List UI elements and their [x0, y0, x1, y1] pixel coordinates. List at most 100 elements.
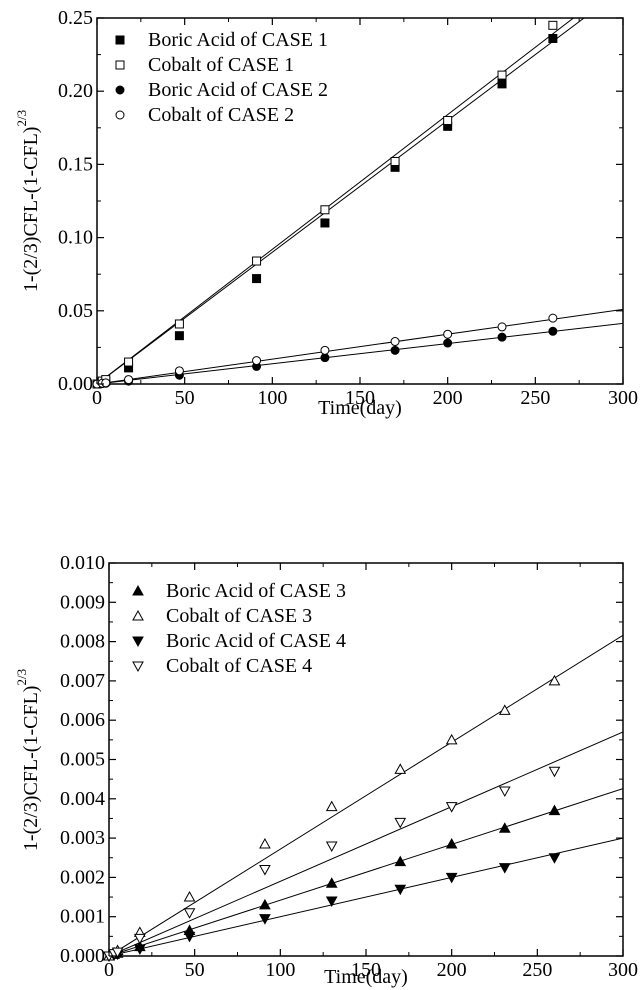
- data-point: [394, 763, 407, 774]
- legend-marker: [132, 636, 144, 648]
- legend-marker: [132, 584, 144, 596]
- chart-1-y-axis-label-main: 1-(2/3)CFL-(1-CFL): [20, 127, 42, 293]
- data-point: [252, 256, 262, 266]
- data-point: [252, 274, 262, 284]
- y-tick-label: 0.010: [60, 552, 105, 574]
- x-tick-label: 250: [522, 959, 552, 981]
- y-tick-label: 0.05: [58, 300, 93, 322]
- data-point: [124, 357, 134, 367]
- data-point: [497, 70, 507, 80]
- data-point: [497, 322, 507, 332]
- y-tick-label: 0.25: [58, 7, 93, 29]
- data-point: [548, 674, 561, 686]
- y-tick-label: 0.003: [60, 827, 105, 849]
- data-point: [133, 944, 146, 955]
- series-markers: [103, 804, 561, 961]
- chart-2-x-axis-label: Time(day): [324, 966, 408, 988]
- fit-line: [109, 788, 623, 956]
- data-point: [443, 329, 453, 339]
- data-point: [548, 853, 561, 864]
- legend-label: Cobalt of CASE 2: [148, 104, 294, 126]
- data-point: [101, 378, 111, 388]
- fit-line: [97, 18, 585, 384]
- fit-line: [109, 731, 623, 956]
- chart-2-y-axis-label-exponent: 2/3: [14, 669, 29, 686]
- data-point: [325, 800, 338, 812]
- fit-line: [97, 322, 623, 384]
- data-point: [498, 786, 511, 797]
- data-point: [548, 20, 558, 30]
- data-point: [497, 79, 507, 89]
- data-point: [443, 338, 453, 348]
- data-point: [133, 933, 146, 945]
- data-point: [497, 332, 507, 342]
- data-point: [498, 704, 511, 715]
- y-tick-label: 0.15: [58, 153, 93, 175]
- data-point: [320, 353, 330, 363]
- legend-label: Cobalt of CASE 4: [166, 655, 312, 677]
- chart-1-ticks: 0 50 100 150 200 250 300 0.00 0.05 0.10 0.15 0.20 0.…: [58, 7, 638, 409]
- chart-2-y-axis-label-main: 1-(2/3)CFL-(1-CFL): [20, 686, 42, 852]
- data-point: [325, 841, 338, 852]
- data-point: [259, 914, 271, 925]
- data-point: [174, 319, 184, 329]
- data-point: [325, 877, 338, 888]
- series-markers: [103, 853, 561, 963]
- data-point: [111, 947, 124, 959]
- data-point: [259, 837, 271, 849]
- data-point: [252, 356, 262, 366]
- data-point: [390, 337, 400, 347]
- y-tick-label: 0.004: [60, 788, 105, 810]
- data-point: [320, 205, 330, 215]
- x-tick-label: 0: [104, 959, 114, 981]
- y-tick-label: 0.007: [60, 670, 105, 692]
- data-point: [445, 733, 458, 745]
- data-point: [183, 908, 196, 919]
- x-tick-label: 200: [433, 387, 463, 409]
- x-tick-label: 250: [520, 387, 550, 409]
- series-markers: [92, 326, 558, 389]
- legend-label: Cobalt of CASE 3: [166, 605, 312, 627]
- chart-2-ticks: 0 50 100 150 200 250 300 0.000 0.001 0.002 0.003 0.…: [60, 552, 638, 981]
- legend-label: Boric Acid of CASE 2: [148, 79, 328, 101]
- fit-line: [97, 18, 575, 384]
- legend-marker: [132, 661, 144, 673]
- y-tick-label: 0.00: [58, 373, 93, 395]
- data-point: [548, 326, 558, 336]
- data-point: [124, 375, 134, 385]
- legend-marker: [115, 60, 125, 70]
- chart-2-fit-lines: [109, 634, 623, 956]
- legend-label: Boric Acid of CASE 3: [166, 580, 346, 602]
- chart-2-y-axis-label: 1-(2/3)CFL-(1-CFL)2/3: [14, 669, 42, 851]
- y-tick-label: 0.002: [60, 866, 105, 888]
- legend-marker: [115, 35, 125, 45]
- y-tick-label: 0.10: [58, 227, 93, 249]
- series-markers: [103, 766, 561, 963]
- data-point: [445, 872, 458, 884]
- legend-label: Boric Acid of CASE 4: [166, 630, 346, 652]
- x-tick-label: 50: [175, 387, 195, 409]
- x-tick-label: 150: [345, 387, 375, 409]
- y-tick-label: 0.008: [60, 631, 105, 653]
- data-point: [548, 766, 561, 778]
- data-point: [394, 855, 407, 867]
- data-point: [548, 33, 558, 43]
- fit-line: [109, 634, 623, 956]
- chart-2-legend: Boric Acid of CASE 3 Cobalt of CASE 3 Bori…: [132, 580, 346, 677]
- chart-2-data-points: [103, 674, 561, 963]
- data-point: [320, 345, 330, 355]
- data-point: [548, 313, 558, 323]
- y-tick-label: 0.000: [60, 945, 105, 967]
- data-point: [174, 366, 184, 376]
- x-tick-label: 300: [608, 387, 638, 409]
- legend-label: Boric Acid of CASE 1: [148, 29, 328, 51]
- chart-2: 0 50 100 150 200 250 300 0.000 0.001 0.002 0.003 0.…: [14, 552, 638, 988]
- x-tick-label: 100: [265, 959, 295, 981]
- data-point: [183, 931, 196, 943]
- chart-1-x-axis-label: Time(day): [318, 397, 402, 419]
- data-point: [445, 802, 458, 813]
- chart-1-legend: Boric Acid of CASE 1 Cobalt of CASE 1 Bori…: [115, 29, 328, 126]
- chart-1: 0 50 100 150 200 250 300 0.00 0.05 0.10 0.15 0.20 0.…: [14, 7, 638, 419]
- x-tick-label: 150: [351, 959, 381, 981]
- y-tick-label: 0.20: [58, 80, 93, 102]
